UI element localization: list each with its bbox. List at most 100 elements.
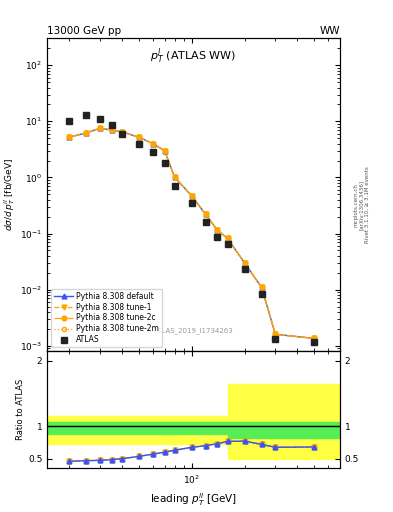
- Pythia 8.308 default: [242, 260, 247, 266]
- Text: mcplots.cern.ch: mcplots.cern.ch: [353, 183, 358, 227]
- Pythia 8.308 default: [215, 227, 220, 233]
- Pythia 8.308 tune-1: [97, 125, 102, 132]
- Pythia 8.308 tune-2m: [312, 335, 317, 342]
- Pythia 8.308 tune-1: [259, 284, 264, 290]
- Pythia 8.308 tune-1: [84, 130, 88, 136]
- Text: $p_T^l$ (ATLAS WW): $p_T^l$ (ATLAS WW): [151, 46, 237, 66]
- Text: Rivet 3.1.10, ≥ 3.1M events: Rivet 3.1.10, ≥ 3.1M events: [365, 166, 370, 243]
- Pythia 8.308 default: [151, 141, 155, 147]
- Pythia 8.308 tune-2m: [97, 125, 102, 132]
- ATLAS: [273, 336, 278, 343]
- Pythia 8.308 tune-1: [67, 134, 72, 140]
- Pythia 8.308 tune-2m: [273, 331, 278, 337]
- Text: ATLAS_2019_I1734263: ATLAS_2019_I1734263: [154, 327, 233, 334]
- ATLAS: [109, 122, 114, 129]
- Pythia 8.308 default: [97, 125, 102, 132]
- Pythia 8.308 tune-1: [162, 147, 167, 154]
- Pythia 8.308 default: [84, 130, 88, 136]
- Pythia 8.308 tune-1: [242, 260, 247, 266]
- ATLAS: [225, 241, 230, 247]
- Pythia 8.308 tune-2c: [84, 130, 88, 136]
- Pythia 8.308 tune-2m: [151, 141, 155, 147]
- ATLAS: [97, 116, 102, 122]
- Pythia 8.308 tune-2c: [203, 211, 208, 218]
- Line: Pythia 8.308 tune-2c: Pythia 8.308 tune-2c: [67, 126, 317, 341]
- ATLAS: [173, 183, 177, 189]
- Pythia 8.308 tune-2c: [312, 335, 317, 342]
- Pythia 8.308 default: [162, 147, 167, 154]
- Line: ATLAS: ATLAS: [66, 112, 318, 346]
- Y-axis label: Ratio to ATLAS: Ratio to ATLAS: [16, 379, 25, 440]
- Pythia 8.308 default: [273, 331, 278, 337]
- Line: Pythia 8.308 tune-1: Pythia 8.308 tune-1: [67, 126, 317, 341]
- Pythia 8.308 tune-2m: [162, 147, 167, 154]
- Pythia 8.308 tune-1: [109, 127, 114, 133]
- Pythia 8.308 tune-1: [312, 335, 317, 342]
- Text: 13000 GeV pp: 13000 GeV pp: [47, 26, 121, 36]
- ATLAS: [189, 200, 194, 206]
- Pythia 8.308 tune-2c: [273, 331, 278, 337]
- Pythia 8.308 tune-2c: [225, 236, 230, 242]
- ATLAS: [203, 219, 208, 225]
- Pythia 8.308 tune-2m: [189, 193, 194, 199]
- Pythia 8.308 default: [312, 335, 317, 342]
- Pythia 8.308 tune-1: [173, 174, 177, 180]
- Text: [arXiv:1306.3436]: [arXiv:1306.3436]: [359, 180, 364, 230]
- Pythia 8.308 tune-1: [151, 141, 155, 147]
- ATLAS: [151, 149, 155, 155]
- Pythia 8.308 tune-1: [119, 129, 124, 135]
- Line: Pythia 8.308 tune-2m: Pythia 8.308 tune-2m: [67, 126, 316, 340]
- Pythia 8.308 default: [173, 174, 177, 180]
- Pythia 8.308 tune-2c: [97, 125, 102, 132]
- Pythia 8.308 tune-2c: [242, 260, 247, 266]
- Pythia 8.308 tune-2m: [136, 134, 141, 140]
- Pythia 8.308 tune-2m: [242, 260, 247, 266]
- Pythia 8.308 tune-2c: [173, 174, 177, 180]
- Pythia 8.308 default: [203, 211, 208, 218]
- Pythia 8.308 tune-2c: [189, 193, 194, 199]
- Pythia 8.308 default: [67, 134, 72, 140]
- Y-axis label: $d\sigma/d\,p_T^{ll}$ [fb/GeV]: $d\sigma/d\,p_T^{ll}$ [fb/GeV]: [2, 158, 17, 231]
- ATLAS: [84, 112, 88, 118]
- Pythia 8.308 default: [225, 236, 230, 242]
- Pythia 8.308 tune-2c: [119, 129, 124, 135]
- Pythia 8.308 tune-2c: [151, 141, 155, 147]
- Pythia 8.308 tune-1: [225, 236, 230, 242]
- Pythia 8.308 tune-2c: [109, 127, 114, 133]
- Pythia 8.308 tune-1: [273, 331, 278, 337]
- ATLAS: [67, 118, 72, 124]
- Pythia 8.308 default: [259, 284, 264, 290]
- Legend: Pythia 8.308 default, Pythia 8.308 tune-1, Pythia 8.308 tune-2c, Pythia 8.308 tu: Pythia 8.308 default, Pythia 8.308 tune-…: [51, 289, 162, 347]
- Pythia 8.308 tune-2m: [173, 174, 177, 180]
- ATLAS: [136, 141, 141, 147]
- ATLAS: [162, 160, 167, 166]
- Pythia 8.308 tune-2m: [259, 284, 264, 290]
- Pythia 8.308 tune-1: [203, 211, 208, 218]
- ATLAS: [215, 234, 220, 241]
- Pythia 8.308 tune-2m: [119, 129, 124, 135]
- Pythia 8.308 tune-2m: [84, 130, 88, 136]
- Pythia 8.308 tune-2c: [136, 134, 141, 140]
- Pythia 8.308 tune-1: [215, 227, 220, 233]
- Pythia 8.308 tune-2m: [67, 134, 72, 140]
- Pythia 8.308 tune-1: [136, 134, 141, 140]
- Pythia 8.308 tune-2m: [109, 127, 114, 133]
- Pythia 8.308 default: [119, 129, 124, 135]
- Pythia 8.308 tune-2c: [162, 147, 167, 154]
- X-axis label: leading $p_T^{ll}$ [GeV]: leading $p_T^{ll}$ [GeV]: [150, 492, 237, 508]
- ATLAS: [242, 266, 247, 272]
- Line: Pythia 8.308 default: Pythia 8.308 default: [67, 126, 317, 341]
- Pythia 8.308 default: [189, 193, 194, 199]
- Pythia 8.308 tune-2c: [215, 227, 220, 233]
- Pythia 8.308 default: [109, 127, 114, 133]
- Pythia 8.308 tune-2c: [259, 284, 264, 290]
- Text: WW: WW: [320, 26, 340, 36]
- Pythia 8.308 tune-1: [189, 193, 194, 199]
- Pythia 8.308 default: [136, 134, 141, 140]
- Pythia 8.308 tune-2m: [203, 211, 208, 218]
- ATLAS: [259, 290, 264, 296]
- Pythia 8.308 tune-2c: [67, 134, 72, 140]
- ATLAS: [312, 339, 317, 346]
- Pythia 8.308 tune-2m: [215, 227, 220, 233]
- Pythia 8.308 tune-2m: [225, 236, 230, 242]
